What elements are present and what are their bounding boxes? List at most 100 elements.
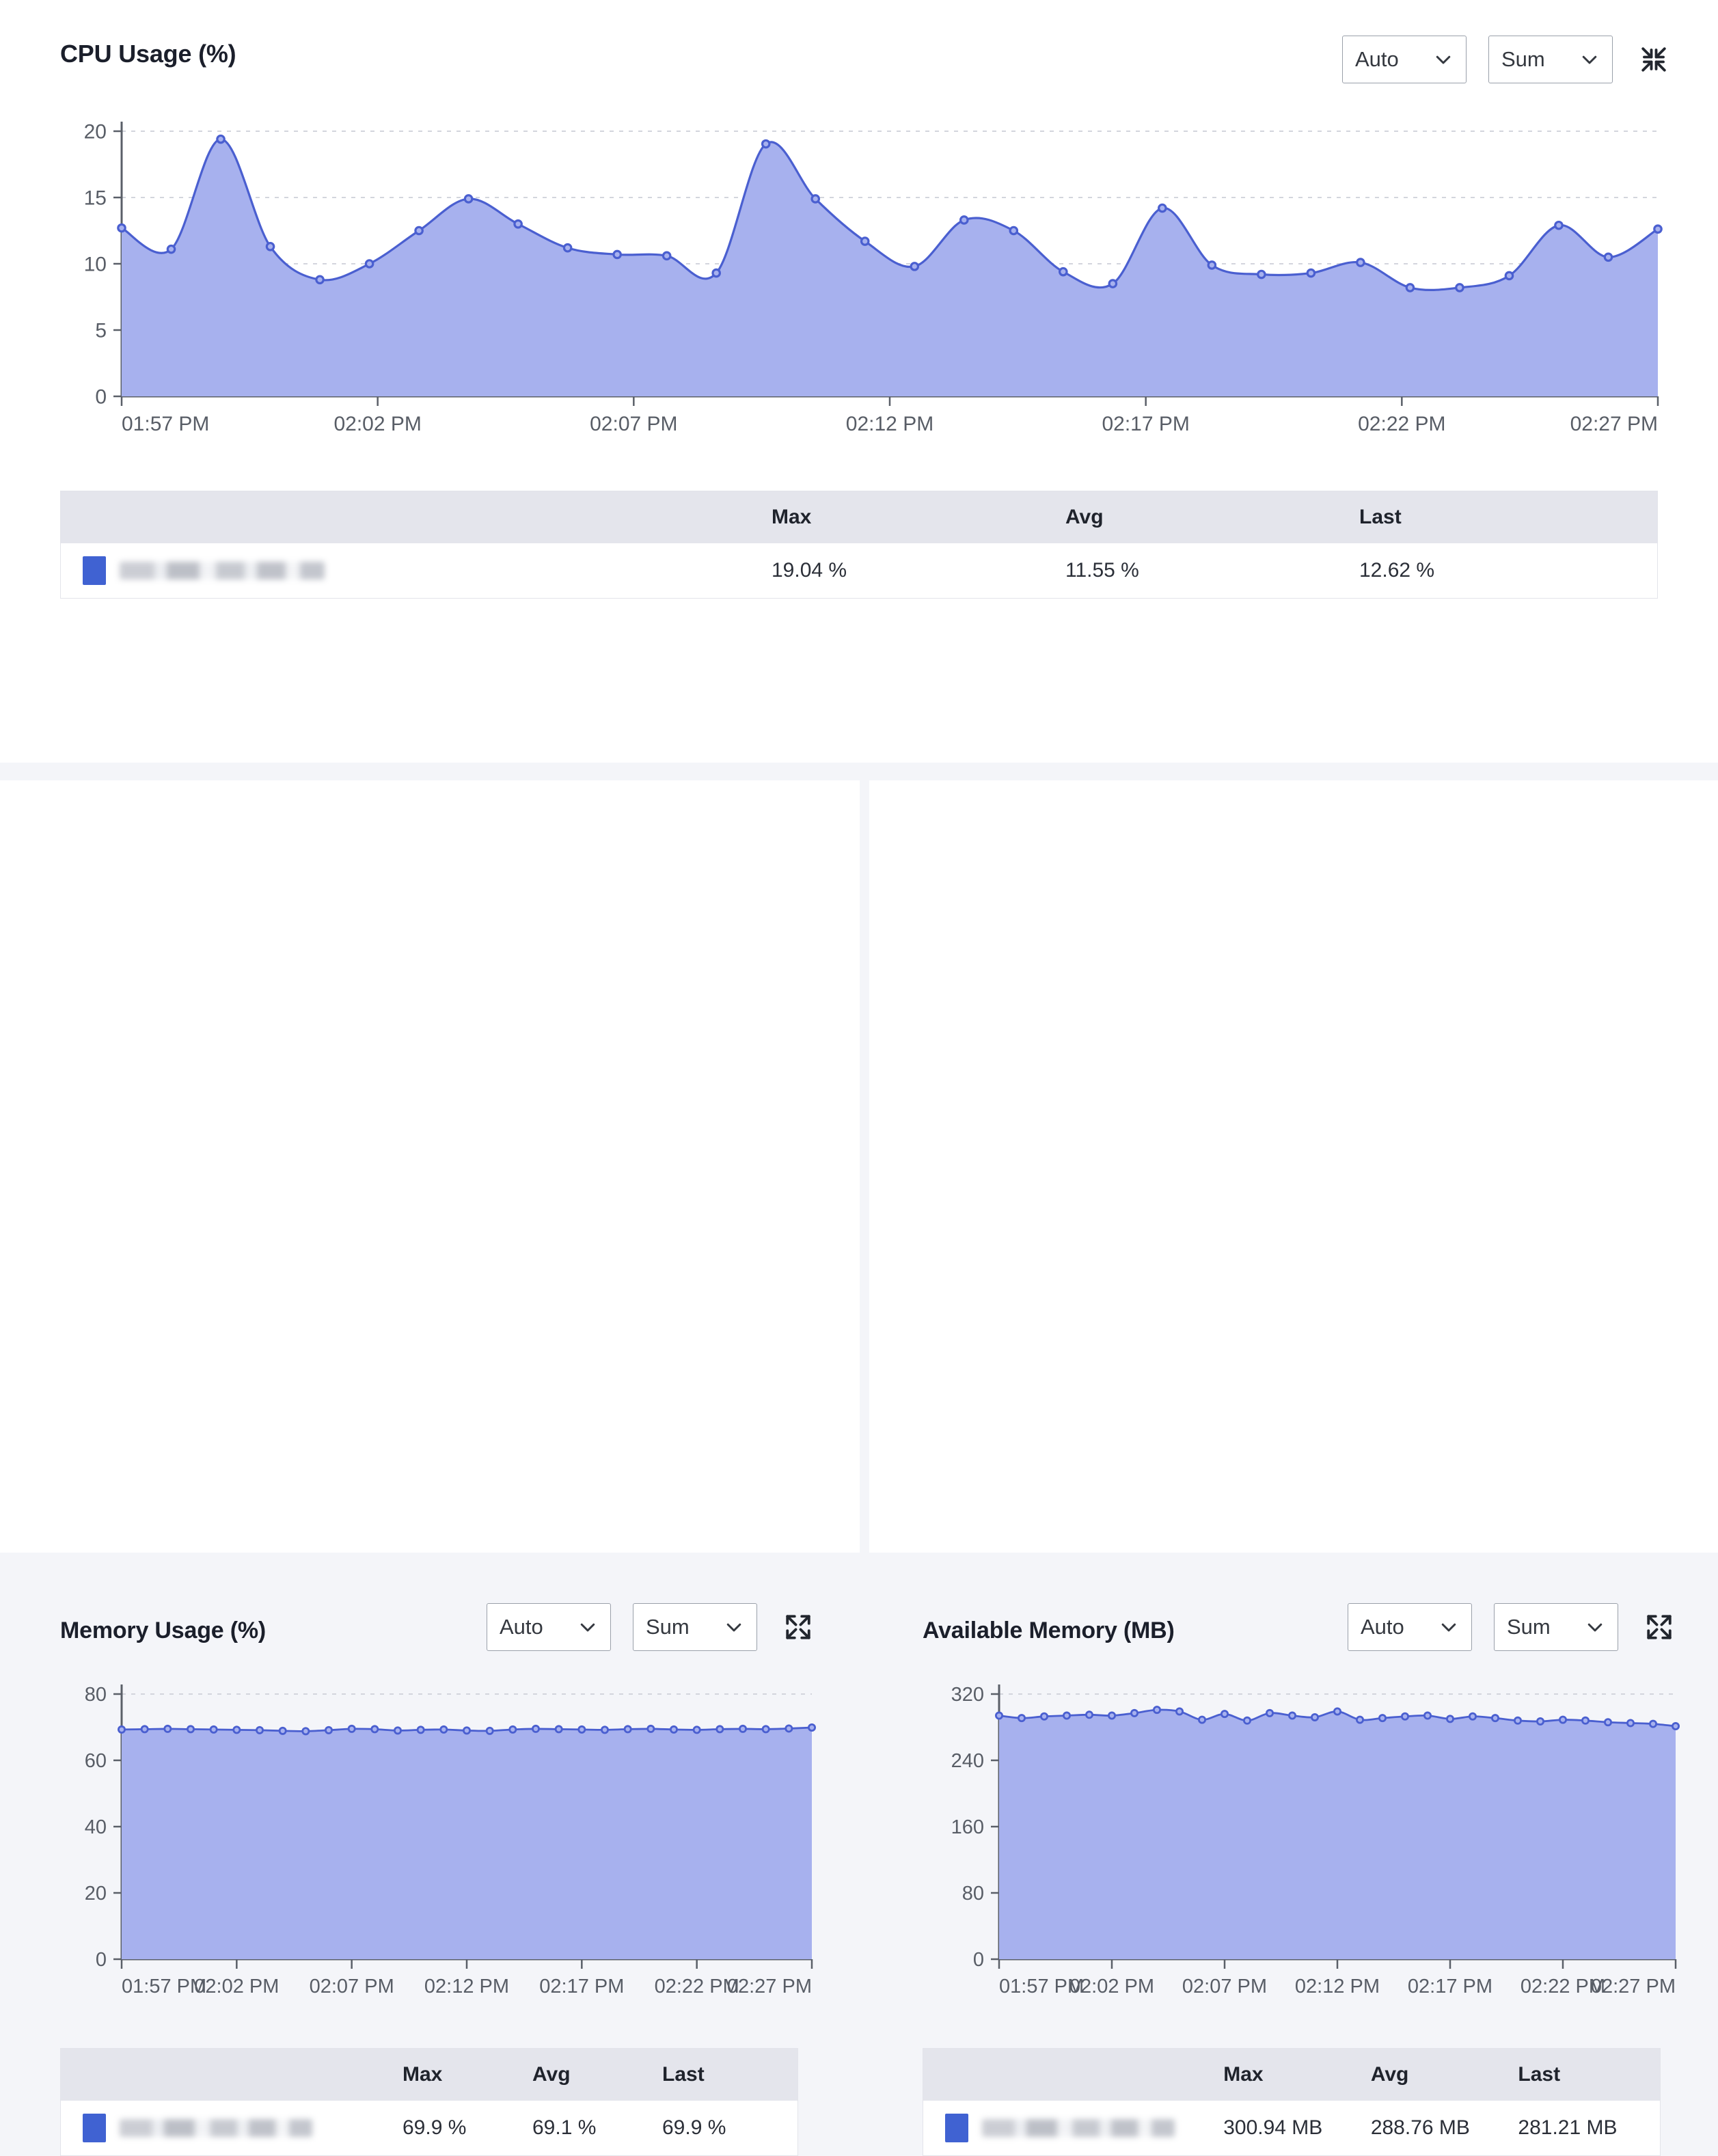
series-name-redacted [982, 2119, 1175, 2137]
svg-text:20: 20 [84, 121, 107, 144]
cpu-aggregation-value: Sum [1501, 47, 1545, 71]
legend-value-avg: 288.76 MB [1370, 2116, 1470, 2139]
expand-icon[interactable] [1640, 1608, 1678, 1646]
chevron-down-icon [1433, 49, 1454, 70]
series-color-swatch[interactable] [83, 556, 106, 585]
svg-text:02:07 PM: 02:07 PM [1182, 1976, 1267, 1997]
legend-col-last: Last [1518, 2063, 1561, 2086]
table-row[interactable]: 69.9 % 69.1 % 69.9 % [61, 2101, 797, 2155]
cpu-panel-controls: Auto Sum [1342, 36, 1673, 83]
memory-interval-select[interactable]: Auto [487, 1603, 611, 1651]
available-panel-title-wrap: Available Memory (MB) [923, 1618, 1175, 1644]
available-chart: 0 80 160 240 320 01:57 PM 02:02 PM 02:07 PM 02:1… [869, 1679, 1718, 2034]
panel-available-memory: Available Memory (MB) Auto Sum [869, 780, 1718, 2156]
legend-col-avg: Avg [532, 2063, 571, 2086]
svg-text:240: 240 [951, 1750, 984, 1772]
memory-panel-title-wrap: Memory Usage (%) [60, 1618, 266, 1644]
collapse-icon[interactable] [1635, 40, 1673, 79]
page-title-memory: Memory Usage (%) [60, 1618, 266, 1643]
memory-aggregation-select[interactable]: Sum [633, 1603, 757, 1651]
page-title-available-memory: Available Memory (MB) [923, 1618, 1175, 1643]
table-row[interactable]: 19.04 % 11.55 % 12.62 % [61, 543, 1657, 598]
legend-series-cell [61, 556, 772, 585]
svg-text:40: 40 [85, 1816, 107, 1838]
table-row[interactable]: 300.94 MB 288.76 MB 281.21 MB [923, 2101, 1660, 2155]
legend-value-max: 300.94 MB [1223, 2116, 1323, 2139]
legend-value-avg: 11.55 % [1065, 559, 1139, 582]
svg-text:02:17 PM: 02:17 PM [1408, 1976, 1492, 1997]
cpu-interval-select[interactable]: Auto [1342, 36, 1467, 83]
legend-value-last: 69.9 % [662, 2116, 726, 2139]
svg-text:0: 0 [96, 1949, 107, 1971]
svg-text:0: 0 [973, 1949, 984, 1971]
svg-text:02:12 PM: 02:12 PM [424, 1976, 509, 1997]
chevron-down-icon [1439, 1617, 1459, 1637]
memory-interval-value: Auto [500, 1615, 543, 1639]
legend-value-last: 12.62 % [1359, 559, 1435, 582]
svg-text:320: 320 [951, 1684, 984, 1706]
svg-text:02:27 PM: 02:27 PM [1570, 413, 1658, 435]
memory-panel-controls: Auto Sum [487, 1603, 817, 1651]
svg-text:160: 160 [951, 1816, 984, 1838]
svg-text:02:12 PM: 02:12 PM [846, 413, 933, 435]
available-interval-select[interactable]: Auto [1348, 1603, 1472, 1651]
table-header-row: Max Avg Last [923, 2049, 1660, 2101]
expand-icon[interactable] [779, 1608, 817, 1646]
svg-text:02:17 PM: 02:17 PM [539, 1976, 624, 1997]
cpu-aggregation-select[interactable]: Sum [1488, 36, 1613, 83]
series-color-swatch[interactable] [83, 2114, 106, 2142]
legend-col-last: Last [662, 2063, 705, 2086]
available-legend-table: Max Avg Last 300.94 MB 288.76 MB 281.21 … [923, 2048, 1661, 2156]
svg-text:02:17 PM: 02:17 PM [1102, 413, 1189, 435]
svg-text:02:07 PM: 02:07 PM [310, 1976, 394, 1997]
svg-text:15: 15 [84, 187, 107, 210]
svg-text:02:02 PM: 02:02 PM [1069, 1976, 1154, 1997]
legend-col-max: Max [772, 506, 812, 528]
available-panel-controls: Auto Sum [1348, 1603, 1678, 1651]
legend-col-last: Last [1359, 506, 1402, 528]
legend-col-max: Max [403, 2063, 443, 2086]
legend-col-avg: Avg [1065, 506, 1104, 528]
table-header-row: Max Avg Last [61, 2049, 797, 2101]
svg-text:02:02 PM: 02:02 PM [194, 1976, 279, 1997]
memory-aggregation-value: Sum [646, 1615, 690, 1639]
cpu-interval-value: Auto [1355, 47, 1399, 71]
chevron-down-icon [724, 1617, 744, 1637]
svg-text:02:27 PM: 02:27 PM [1591, 1976, 1676, 1997]
series-name-redacted [120, 562, 325, 579]
svg-text:80: 80 [85, 1684, 107, 1706]
series-color-swatch[interactable] [945, 2114, 968, 2142]
available-interval-value: Auto [1361, 1615, 1404, 1639]
svg-text:02:12 PM: 02:12 PM [1295, 1976, 1380, 1997]
svg-text:02:07 PM: 02:07 PM [590, 413, 677, 435]
panel-memory-usage: Memory Usage (%) Auto Sum [0, 780, 860, 2156]
cpu-chart-svg: 0 5 10 15 20 01:57 PM 02:02 PM 02:07 PM 02:12 PM… [84, 121, 1663, 435]
legend-col-avg: Avg [1370, 2063, 1409, 2086]
chevron-down-icon [1579, 49, 1600, 70]
svg-text:5: 5 [95, 320, 107, 342]
legend-series-cell [923, 2114, 1223, 2142]
svg-text:20: 20 [85, 1883, 107, 1905]
table-header-row: Max Avg Last [61, 491, 1657, 543]
panel-cpu-usage: CPU Usage (%) Auto Sum [0, 0, 1718, 763]
svg-text:10: 10 [84, 254, 107, 276]
legend-value-max: 19.04 % [772, 559, 847, 582]
svg-text:0: 0 [95, 386, 107, 409]
chevron-down-icon [1585, 1617, 1605, 1637]
svg-text:60: 60 [85, 1750, 107, 1772]
series-name-redacted [120, 2119, 312, 2137]
memory-chart: 0 20 40 60 80 01:57 PM 02:02 PM 02:07 PM 02:12 P… [0, 1679, 860, 2034]
legend-col-max: Max [1223, 2063, 1264, 2086]
cpu-legend-table: Max Avg Last 19.04 % 11.55 % 12.62 % [60, 491, 1658, 599]
cpu-chart: 0 5 10 15 20 01:57 PM 02:02 PM 02:07 PM 02:12 PM… [0, 116, 1718, 472]
legend-value-last: 281.21 MB [1518, 2116, 1618, 2139]
svg-text:02:22 PM: 02:22 PM [1358, 413, 1445, 435]
svg-text:02:02 PM: 02:02 PM [333, 413, 421, 435]
page-title-cpu: CPU Usage (%) [60, 40, 236, 68]
available-aggregation-select[interactable]: Sum [1494, 1603, 1618, 1651]
svg-text:02:27 PM: 02:27 PM [727, 1976, 812, 1997]
available-aggregation-value: Sum [1507, 1615, 1551, 1639]
